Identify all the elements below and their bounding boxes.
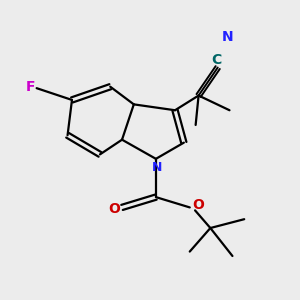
Text: O: O bbox=[192, 198, 204, 212]
Text: F: F bbox=[26, 80, 35, 94]
Text: N: N bbox=[152, 161, 163, 174]
Text: O: O bbox=[108, 202, 120, 216]
Text: N: N bbox=[222, 30, 233, 44]
Text: C: C bbox=[211, 53, 221, 67]
